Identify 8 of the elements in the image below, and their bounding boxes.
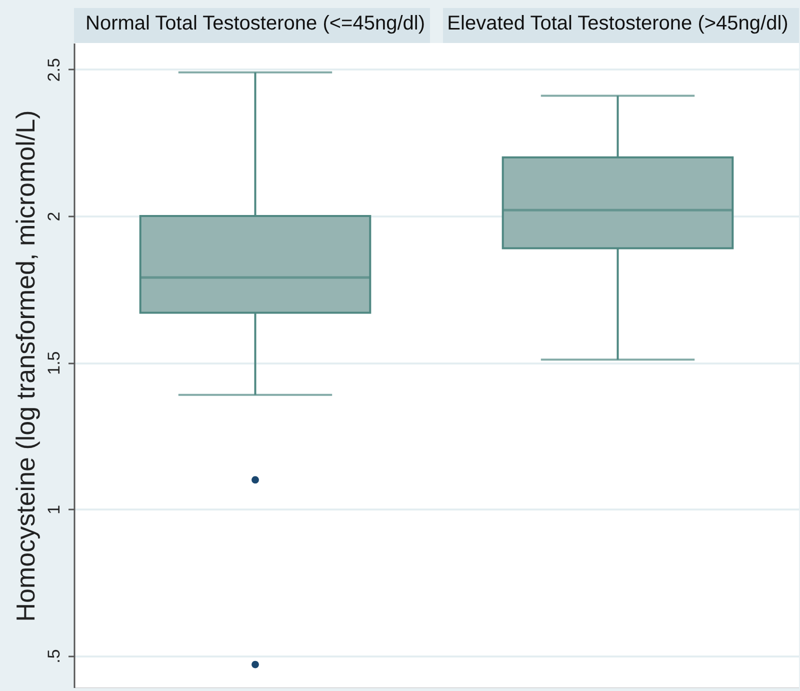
y-tick-label: .5 — [44, 649, 64, 664]
x-tick-label: Normal Total Testosterone (<=45ng/dl) — [86, 12, 425, 34]
y-tick-label: 1 — [44, 504, 64, 514]
y-axis-title: Homocysteine (log transformed, micromol/L) — [10, 110, 40, 622]
y-tick-label: 2 — [44, 212, 64, 222]
y-tick-label: 2.5 — [44, 58, 64, 82]
y-tick-label: 1.5 — [44, 351, 64, 375]
x-tick-label: Elevated Total Testosterone (>45ng/dl) — [447, 12, 788, 34]
